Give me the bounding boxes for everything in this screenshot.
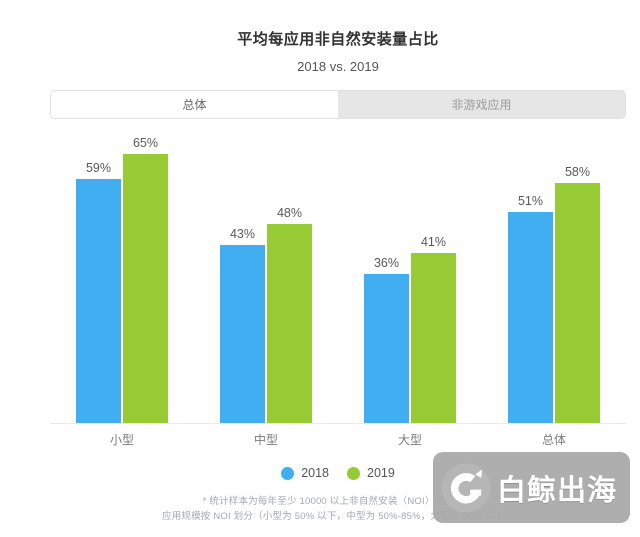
footnote-line-1: * 统计样本为每年至少 10000 以上非自然安装（NOI）的应用；	[202, 496, 474, 507]
bar-group: 51% 58%	[482, 165, 626, 423]
bar-chart: 59% 65% 43% 48% 36% 41% 51% 58% 小型 中型 大型 总体	[50, 134, 626, 448]
watermark-badge: 白鲸出海	[433, 452, 630, 523]
tab-non-game-apps[interactable]: 非游戏应用	[338, 91, 625, 118]
bar-group: 59% 65%	[50, 136, 194, 423]
footnote-line-2: 应用规模按 NOI 划分（小型为 50% 以下，中型为 50%-85%，大型为 …	[162, 511, 514, 522]
chart-legend: 2018 2019	[50, 466, 626, 480]
bar-value-label: 41%	[420, 235, 447, 249]
bar-value-label: 51%	[517, 194, 544, 208]
watermark-brand-text: 白鲸出海	[497, 474, 618, 507]
bar-2018: 59%	[76, 161, 121, 423]
page-subtitle: 2018 vs. 2019	[297, 59, 379, 74]
bar-value-label: 59%	[85, 161, 112, 175]
bar-value-label: 36%	[373, 256, 400, 270]
x-axis-labels: 小型 中型 大型 总体	[50, 431, 626, 448]
bar-value-label: 65%	[132, 136, 159, 150]
bar-value-label: 58%	[564, 165, 591, 179]
x-axis-label: 中型	[253, 433, 278, 447]
bar-2019: 48%	[267, 206, 312, 423]
x-axis-label: 大型	[397, 433, 422, 447]
legend-label: 2018	[301, 466, 329, 480]
bar-2019: 58%	[555, 165, 600, 423]
footnote: * 统计样本为每年至少 10000 以上非自然安装（NOI）的应用； 应用规模按…	[50, 494, 626, 524]
legend-item-2019: 2019	[347, 466, 395, 480]
legend-item-2018: 2018	[281, 466, 329, 480]
bar-2018: 51%	[508, 194, 553, 423]
bar-group: 36% 41%	[338, 235, 482, 423]
tab-overall[interactable]: 总体	[51, 91, 338, 118]
legend-dot-icon	[347, 466, 360, 480]
chart-card: 平均每应用非自然安装量占比 2018 vs. 2019 总体 非游戏应用 59%…	[50, 0, 626, 524]
whale-logo-icon	[441, 463, 491, 512]
bar-group: 43% 48%	[194, 206, 338, 423]
legend-dot-icon	[281, 466, 295, 480]
bar-2019: 41%	[411, 235, 456, 423]
bar-value-label: 43%	[229, 227, 256, 241]
x-axis-label: 总体	[541, 433, 566, 447]
bar-2019: 65%	[123, 136, 168, 423]
bar-value-label: 48%	[276, 206, 303, 220]
tab-bar: 总体 非游戏应用	[50, 90, 626, 119]
page-title: 平均每应用非自然安装量占比	[237, 31, 439, 48]
plot-area: 59% 65% 43% 48% 36% 41% 51% 58%	[50, 134, 626, 424]
bar-2018: 36%	[364, 256, 409, 423]
legend-label: 2019	[367, 466, 395, 480]
bar-2018: 43%	[220, 227, 265, 423]
x-axis-label: 小型	[109, 433, 134, 447]
